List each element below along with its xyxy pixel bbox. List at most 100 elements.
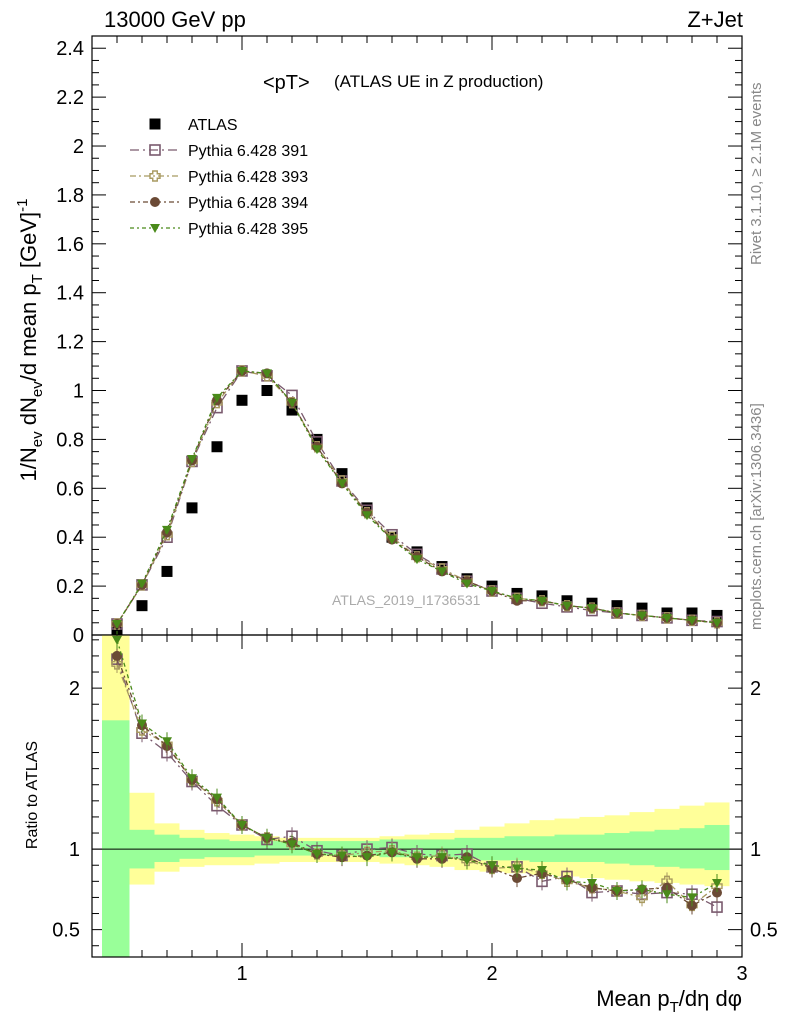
data-point: [412, 555, 422, 565]
data-point: [337, 479, 347, 489]
legend: ATLAS Pythia 6.428 391 Pythia 6.428 393 Pyt…: [130, 117, 308, 238]
data-point: [662, 613, 672, 623]
legend-item: Pythia 6.428 391: [130, 143, 308, 160]
watermark: ATLAS_2019_I1736531: [332, 592, 481, 608]
ratio-y-tick-label-right: 1: [750, 839, 761, 861]
ratio-point: [387, 848, 397, 858]
stat-uncertainty-band: [654, 829, 680, 867]
y-tick-label: 1.6: [56, 234, 84, 256]
data-point: [336, 468, 348, 480]
data-point: [387, 535, 397, 545]
ratio-point: [537, 866, 547, 876]
series-pythia-4: [112, 366, 722, 629]
data-point: [612, 608, 622, 618]
legend-label: Pythia 6.428 394: [188, 195, 308, 212]
stat-uncertainty-band: [504, 836, 530, 861]
main-plot: <pT> (ATLAS UE in Z production) ATLAS_20…: [14, 35, 778, 985]
series-pythia-2: [111, 365, 723, 630]
ratio-point: [662, 890, 672, 900]
data-point: [212, 393, 222, 403]
data-point: [261, 385, 273, 397]
energy-label: 13000 GeV pp: [104, 7, 246, 32]
data-point: [611, 600, 623, 612]
ratio-point: [512, 864, 522, 874]
ratio-point: [587, 878, 597, 888]
data-point: [437, 567, 447, 577]
legend-marker: [149, 118, 161, 130]
data-point: [112, 619, 122, 629]
data-point: [211, 441, 223, 453]
y-tick-label: 2: [73, 136, 84, 158]
ratio-point: [487, 861, 497, 871]
stat-uncertainty-band: [604, 833, 630, 864]
ratio-point: [712, 878, 722, 888]
legend-marker: [149, 144, 161, 156]
y-tick-label: 0.6: [56, 478, 84, 500]
data-point: [186, 502, 198, 514]
ratio-point: [462, 856, 472, 866]
x-tick-label: 3: [736, 963, 747, 985]
legend-label: ATLAS: [188, 117, 238, 134]
stat-uncertainty-band: [629, 831, 655, 866]
ratio-y-tick-label: 2: [69, 678, 80, 700]
legend-marker: [150, 224, 160, 233]
data-point: [187, 454, 197, 464]
data-point: [711, 609, 723, 621]
main-subtitle: (ATLAS UE in Z production): [334, 72, 543, 91]
ratio-point: [612, 886, 622, 896]
stat-uncertainty-band: [204, 839, 230, 858]
ratio-y-tick-label: 0.5: [52, 920, 80, 942]
main-title: <pT>: [263, 72, 310, 94]
ratio-point: [337, 851, 347, 861]
data-point: [587, 604, 597, 614]
y-tick-label: 0: [73, 625, 84, 647]
stat-uncertainty-band: [102, 720, 130, 957]
legend-marker: [149, 170, 161, 182]
data-point: [236, 394, 248, 406]
data-point: [312, 445, 322, 455]
stat-uncertainty-band: [679, 828, 705, 869]
ratio-point: [287, 840, 297, 850]
ratio-point: [437, 853, 447, 863]
stat-uncertainty-band: [179, 837, 205, 859]
ratio-point: [112, 650, 122, 661]
data-point: [636, 602, 648, 614]
y-tick-label: 1.2: [56, 332, 84, 354]
ratio-point: [162, 737, 172, 747]
rivet-label: Rivet 3.1.10, ≥ 2.1M events: [748, 83, 765, 266]
legend-item: Pythia 6.428 395: [130, 221, 308, 238]
y-tick-label: 1.8: [56, 185, 84, 207]
series-pythia-1: [111, 365, 723, 630]
ratio-point: [137, 719, 147, 729]
ratio-point: [112, 635, 122, 645]
stat-uncertainty-band: [554, 834, 580, 863]
ratio-plot: Ratio to ATLAS Mean pT/dη dφ: [24, 630, 743, 1016]
data-point: [162, 525, 172, 535]
legend-item: ATLAS: [149, 117, 238, 134]
mcplots-label: mcplots.cern.ch [arXiv:1306.3436]: [748, 403, 765, 630]
y-tick-label: 0.2: [56, 576, 84, 598]
ratio-point: [687, 893, 697, 903]
legend-label: Pythia 6.428 391: [188, 143, 308, 160]
legend-label: Pythia 6.428 395: [188, 221, 308, 238]
y-tick-label: 2.4: [56, 38, 84, 60]
data-point: [686, 607, 698, 619]
data-point: [687, 616, 697, 626]
data-point: [512, 594, 522, 604]
data-point: [637, 611, 647, 621]
y-tick-label: 0.8: [56, 429, 84, 451]
data-point: [562, 601, 572, 611]
series-line: [116, 370, 718, 625]
data-point: [712, 618, 722, 628]
data-point: [237, 366, 247, 376]
data-point: [287, 398, 297, 408]
ratio-point: [362, 853, 372, 863]
x-tick-label: 2: [486, 963, 497, 985]
y-tick-label: 1: [73, 381, 84, 403]
x-tick-label: 1: [236, 963, 247, 985]
data-point: [311, 433, 323, 445]
data-point: [161, 565, 173, 577]
series-line: [116, 370, 718, 625]
